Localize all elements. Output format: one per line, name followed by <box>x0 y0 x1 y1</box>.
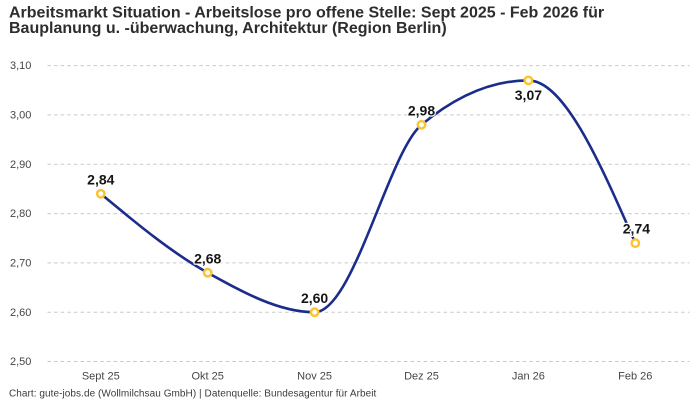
svg-text:2,74: 2,74 <box>623 220 650 236</box>
svg-text:2,90: 2,90 <box>10 159 31 171</box>
svg-text:Dez 25: Dez 25 <box>404 370 439 382</box>
svg-text:3,10: 3,10 <box>10 60 31 72</box>
svg-text:2,60: 2,60 <box>10 307 31 319</box>
svg-text:2,84: 2,84 <box>87 171 114 187</box>
svg-text:Chart: gute-jobs.de (Wollmilch: Chart: gute-jobs.de (Wollmilchsau GmbH) … <box>9 389 376 400</box>
svg-text:2,70: 2,70 <box>10 258 31 270</box>
svg-text:Sept 25: Sept 25 <box>82 370 120 382</box>
svg-text:Okt 25: Okt 25 <box>191 370 223 382</box>
svg-text:2,98: 2,98 <box>408 102 435 118</box>
svg-text:2,60: 2,60 <box>301 290 328 306</box>
svg-text:2,50: 2,50 <box>10 356 31 368</box>
svg-text:3,07: 3,07 <box>515 87 542 103</box>
svg-text:Nov 25: Nov 25 <box>297 370 332 382</box>
svg-text:Arbeitsmarkt Situation - Arbei: Arbeitsmarkt Situation - Arbeitslose pro… <box>9 5 604 22</box>
svg-text:3,00: 3,00 <box>10 110 31 122</box>
svg-text:Feb 26: Feb 26 <box>618 370 652 382</box>
svg-text:2,68: 2,68 <box>194 250 221 266</box>
svg-text:Jan 26: Jan 26 <box>512 370 545 382</box>
svg-text:2,80: 2,80 <box>10 208 31 220</box>
svg-text:Bauplanung u. -überwachung, Ar: Bauplanung u. -überwachung, Architektur … <box>9 20 447 37</box>
